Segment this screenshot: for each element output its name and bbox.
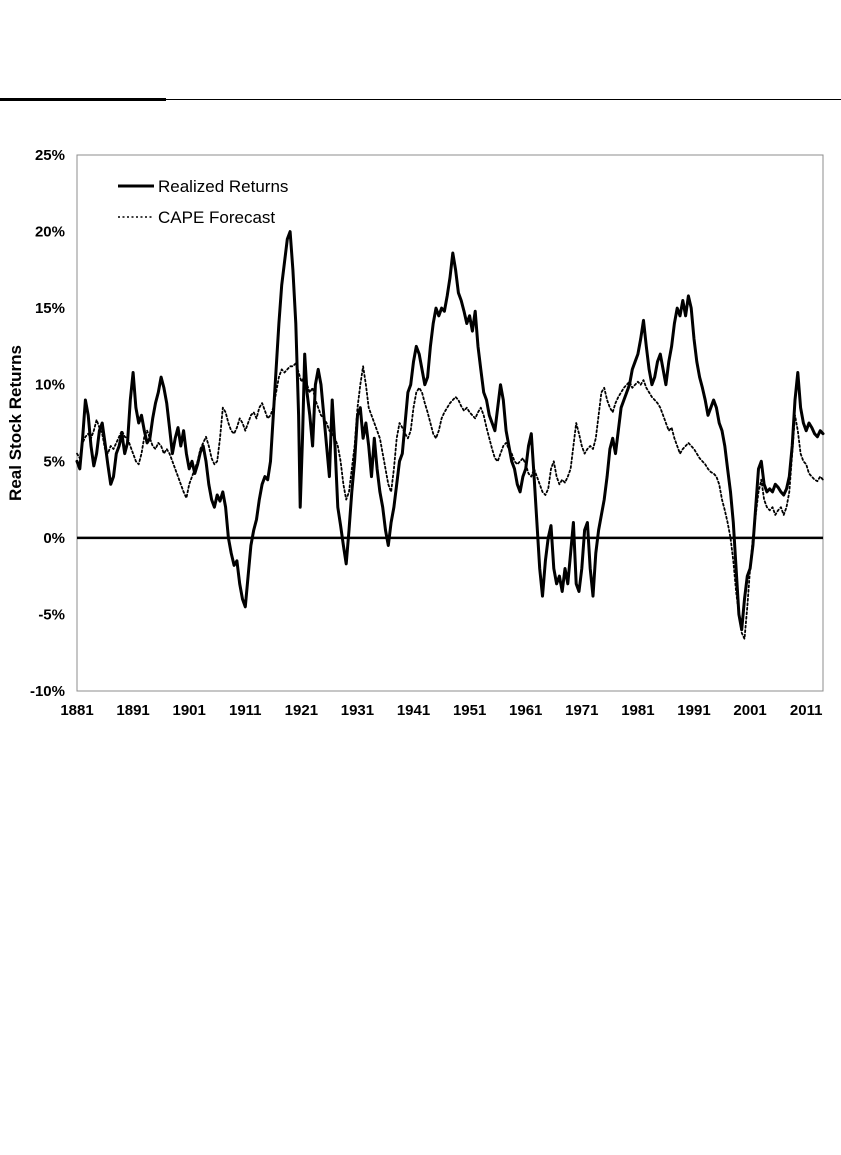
- x-tick-label: 2001: [733, 702, 766, 719]
- x-tick-label: 1971: [565, 702, 598, 719]
- y-tick-label: 15%: [35, 300, 65, 317]
- x-tick-label: 1901: [172, 702, 205, 719]
- series-layer: [75, 230, 825, 640]
- x-tick-label: 1921: [285, 702, 318, 719]
- y-tick-label: 10%: [35, 377, 65, 394]
- x-tick-label: 1931: [341, 702, 374, 719]
- x-tick-label: 1941: [397, 702, 430, 719]
- x-tick-label: 1981: [621, 702, 654, 719]
- x-tick-label: 1911: [229, 702, 262, 719]
- legend: Realized Returns CAPE Forecast: [118, 177, 288, 227]
- legend-label-cape: CAPE Forecast: [158, 208, 275, 227]
- x-tick-label: 1891: [116, 702, 149, 719]
- x-tick-label: 1991: [677, 702, 710, 719]
- plot-area: [76, 154, 824, 692]
- y-tick-label: -10%: [30, 683, 65, 700]
- y-tick-label: 20%: [35, 224, 65, 241]
- y-tick-label: 25%: [35, 147, 65, 164]
- y-axis-title: Real Stock Returns: [6, 345, 25, 501]
- page-top-rule: [0, 99, 841, 100]
- y-axis: 25% 20% 15% 10% 5% 0% -5% -10%: [30, 147, 65, 700]
- x-tick-label: 1961: [509, 702, 542, 719]
- page-top-rule-accent: [0, 98, 166, 101]
- x-tick-label: 2011: [790, 702, 823, 719]
- y-tick-label: 5%: [43, 453, 65, 470]
- series-line-realized-returns: [75, 230, 825, 632]
- legend-label-realized: Realized Returns: [158, 177, 288, 196]
- y-tick-label: 0%: [43, 530, 65, 547]
- y-tick-label: -5%: [38, 606, 65, 623]
- x-tick-label: 1881: [60, 702, 93, 719]
- x-tick-label: 1951: [453, 702, 486, 719]
- x-axis: 1881 1891 1901 1911 1921 1931 1941 1951 1961 1971…: [60, 702, 822, 719]
